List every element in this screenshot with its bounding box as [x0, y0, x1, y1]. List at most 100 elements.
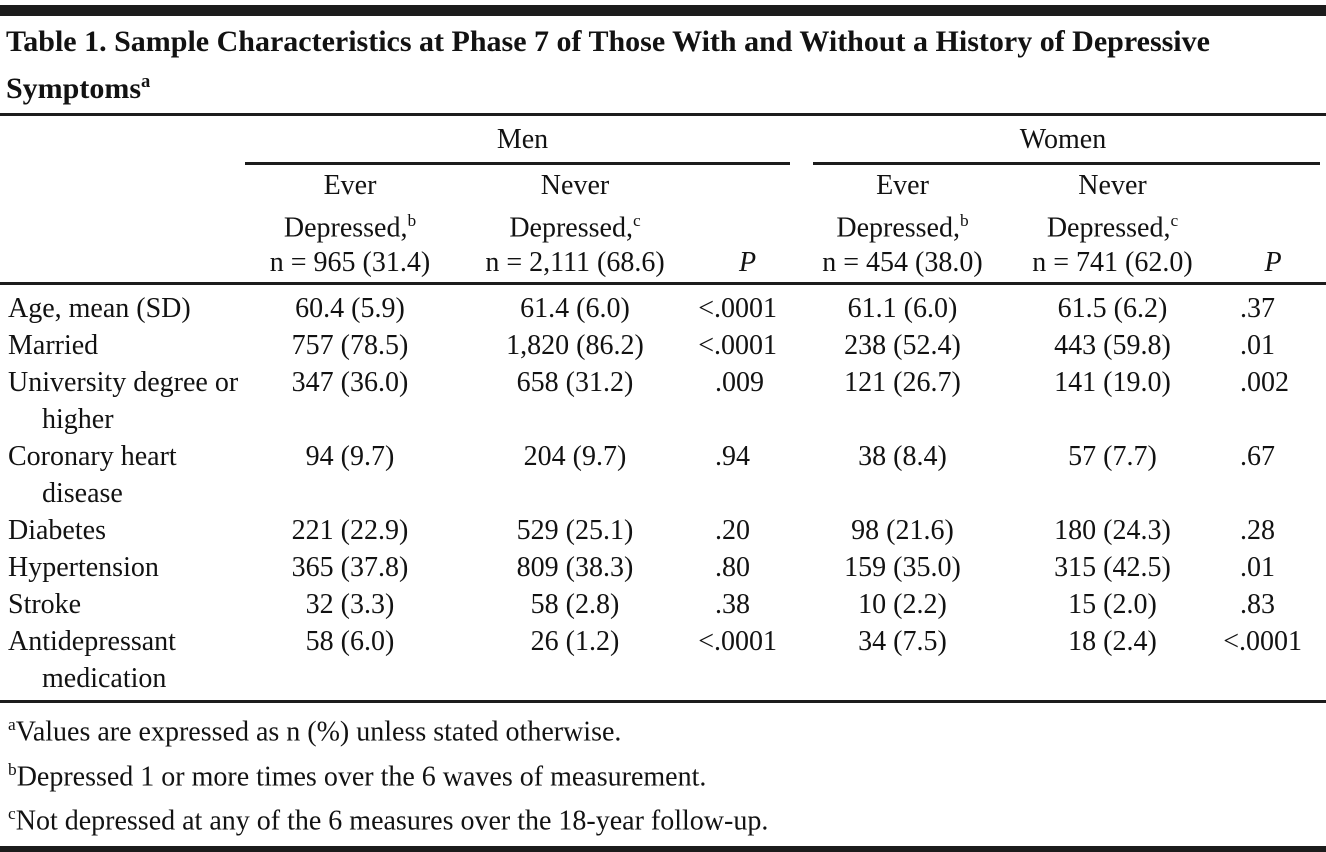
cell-men-p: <.0001: [698, 293, 777, 325]
cell-women-ever: 98 (21.6): [851, 515, 954, 547]
cell-men-ever: 58 (6.0): [305, 626, 395, 658]
cell-men-p: .009: [715, 367, 764, 399]
row-label: Coronary heart disease: [8, 441, 177, 510]
cell-women-p: .83: [1240, 589, 1275, 621]
characteristics-table: Men Women Ever Depressed,b n = 965 (31.4…: [0, 116, 1326, 697]
cell-women-p: .01: [1240, 552, 1275, 584]
group-rule-men: [245, 162, 790, 165]
colhead-line2: Depressed,: [509, 212, 633, 244]
cell-men-never: 1,820 (86.2): [506, 330, 644, 362]
cell-men-never: 204 (9.7): [523, 441, 627, 473]
cell-women-ever: 61.1 (6.0): [847, 293, 958, 325]
column-header-women-p: P: [1220, 165, 1326, 286]
footnote-marker: a: [8, 715, 16, 735]
cell-women-ever: 159 (35.0): [844, 552, 961, 584]
row-label: Stroke: [8, 589, 82, 621]
cell-women-p: <.0001: [1223, 626, 1302, 658]
cell-men-p: .38: [715, 589, 750, 621]
cell-men-ever: 60.4 (5.9): [295, 293, 405, 325]
colhead-footnote-marker: c: [632, 211, 641, 230]
row-label: Antidepressant medication: [8, 626, 176, 695]
cell-men-p: .20: [715, 515, 750, 547]
cell-men-p: .80: [715, 552, 750, 584]
row-label: Hypertension: [8, 552, 159, 584]
colhead-footnote-marker: b: [959, 211, 969, 230]
cell-women-ever: 10 (2.2): [858, 589, 947, 621]
stub-cell: [0, 116, 245, 165]
colhead-footnote-marker: c: [1170, 211, 1179, 230]
cell-men-p: <.0001: [698, 626, 777, 658]
footnote-divider-rule: [0, 700, 1326, 704]
column-header-men-ever: Ever Depressed,b n = 965 (31.4): [245, 165, 455, 286]
cell-women-p: .002: [1240, 367, 1289, 399]
table-row-coronary-heart-disease: Coronary heart disease 94 (9.7) 204 (9.7…: [0, 438, 1326, 512]
cell-women-never: 315 (42.5): [1054, 552, 1171, 584]
table-row-diabetes: Diabetes 221 (22.9) 529 (25.1) .20 98 (2…: [0, 512, 1326, 549]
cell-men-never: 26 (1.2): [530, 626, 620, 658]
paper-table-figure: Table 1. Sample Characteristics at Phase…: [0, 5, 1326, 852]
colhead-n: n = 454 (38.0): [822, 247, 983, 279]
cell-women-ever: 34 (7.5): [858, 626, 947, 658]
cell-men-ever: 365 (37.8): [291, 552, 409, 584]
footnote-a: aValues are expressed as n (%) unless st…: [8, 706, 1326, 750]
table-row-hypertension: Hypertension 365 (37.8) 809 (38.3) .80 1…: [0, 549, 1326, 586]
cell-women-p: .67: [1240, 441, 1275, 473]
column-header-men-never: Never Depressed,c n = 2,111 (68.6): [455, 165, 695, 286]
table-row-married: Married 757 (78.5) 1,820 (86.2) <.0001 2…: [0, 327, 1326, 364]
colhead-line1: Never: [1078, 170, 1147, 201]
cell-women-ever: 238 (52.4): [844, 330, 961, 362]
table-title-text: Table 1. Sample Characteristics at Phase…: [6, 25, 1210, 105]
stub-cell: [0, 165, 245, 286]
column-header-row: Ever Depressed,b n = 965 (31.4) Never De…: [0, 165, 1326, 286]
colhead-line1: Ever: [323, 170, 377, 201]
table-row-antidepressant-medication: Antidepressant medication 58 (6.0) 26 (1…: [0, 623, 1326, 697]
cell-men-never: 529 (25.1): [516, 515, 634, 547]
column-header-men-p: P: [695, 165, 800, 286]
column-header-women-never: Never Depressed,c n = 741 (62.0): [1005, 165, 1220, 286]
group-rule-women: [813, 162, 1321, 165]
group-label-men: Men: [496, 124, 549, 155]
footnotes: aValues are expressed as n (%) unless st…: [0, 703, 1326, 844]
cell-women-never: 15 (2.0): [1068, 589, 1157, 621]
colhead-footnote-marker: b: [407, 211, 417, 230]
bottom-border-rule: [0, 846, 1326, 852]
colhead-line2: Depressed,: [1046, 212, 1171, 244]
cell-men-never: 58 (2.8): [530, 589, 620, 621]
table-row-stroke: Stroke 32 (3.3) 58 (2.8) .38 10 (2.2) 15…: [0, 586, 1326, 623]
cell-men-ever: 221 (22.9): [291, 515, 409, 547]
cell-women-never: 57 (7.7): [1068, 441, 1157, 473]
row-label: Married: [8, 330, 99, 362]
row-label: Diabetes: [8, 515, 106, 547]
top-border-rule: [0, 5, 1326, 16]
cell-women-never: 141 (19.0): [1054, 367, 1171, 399]
column-header-women-ever: Ever Depressed,b n = 454 (38.0): [800, 165, 1005, 286]
cell-men-never: 61.4 (6.0): [520, 293, 630, 325]
cell-men-ever: 94 (9.7): [305, 441, 395, 473]
title-divider-rule: [0, 113, 1326, 116]
cell-women-never: 443 (59.8): [1054, 330, 1171, 362]
cell-women-p: .37: [1240, 293, 1275, 325]
footnote-marker: c: [8, 803, 16, 823]
table-title: Table 1. Sample Characteristics at Phase…: [0, 16, 1326, 113]
cell-women-p: .28: [1240, 515, 1275, 547]
footnote-marker: b: [8, 759, 17, 779]
cell-men-never: 809 (38.3): [516, 552, 634, 584]
colhead-n: n = 741 (62.0): [1032, 247, 1193, 279]
footnote-text: Depressed 1 or more times over the 6 wav…: [16, 760, 707, 792]
group-header-women: Women: [800, 116, 1326, 165]
footnote-b: bDepressed 1 or more times over the 6 wa…: [8, 751, 1326, 795]
cell-women-ever: 121 (26.7): [844, 367, 961, 399]
colhead-line1: Ever: [876, 170, 929, 201]
row-label: University degree or higher: [8, 367, 239, 436]
table-title-footnote-marker: a: [141, 71, 151, 92]
group-header-men: Men: [245, 116, 800, 165]
cell-women-ever: 38 (8.4): [858, 441, 947, 473]
colhead-line2: Depressed,: [836, 212, 960, 244]
cell-men-never: 658 (31.2): [516, 367, 634, 399]
group-header-row: Men Women: [0, 116, 1326, 165]
colhead-n: n = 965 (31.4): [269, 247, 431, 279]
cell-women-never: 61.5 (6.2): [1057, 293, 1168, 325]
footnote-c: cNot depressed at any of the 6 measures …: [8, 795, 1326, 839]
cell-women-p: .01: [1240, 330, 1275, 362]
cell-men-p: <.0001: [698, 330, 777, 362]
